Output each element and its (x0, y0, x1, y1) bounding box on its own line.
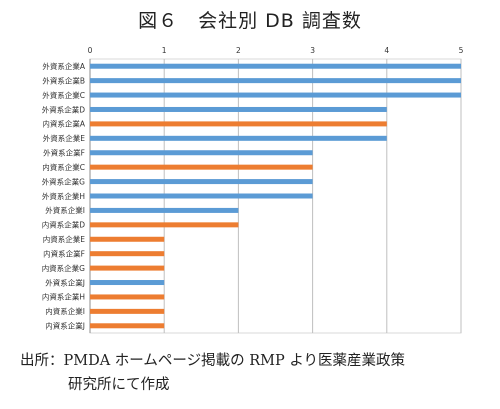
category-label-4: 外資系企業D (42, 104, 85, 114)
category-label-3: 外資系企業C (42, 90, 85, 100)
category-label-13: 内資系企業E (43, 234, 85, 244)
category-label-2: 外資系企業B (42, 75, 85, 85)
source-line-1: 出所：PMDA ホームページ掲載の RMP より医薬産業政策 (20, 353, 406, 369)
bar-18 (90, 308, 165, 314)
category-label-17: 内資系企業H (42, 292, 85, 302)
bar-chart: 0 1 2 3 4 5 外資系企業A 外資系企業B 外資系企業C 外資系企業D 内資系企業A 外資系企… (42, 46, 464, 334)
category-label-1: 外資系企業A (42, 61, 85, 71)
category-label-15: 内資系企業G (42, 263, 85, 273)
category-label-12: 内資系企業D (42, 220, 85, 230)
bar-17 (90, 294, 165, 300)
category-label-11: 外資系企業I (45, 205, 85, 215)
bar-19 (90, 323, 165, 329)
bar-5 (90, 121, 387, 127)
category-label-8: 内資系企業C (42, 162, 85, 172)
x-tick-label-1: 1 (162, 46, 167, 55)
category-label-7: 外資系企業F (43, 148, 85, 158)
category-label-5: 内資系企業A (42, 119, 85, 129)
category-label-10: 外資系企業H (42, 191, 85, 201)
x-tick-label-5: 5 (459, 46, 464, 55)
bar-2 (90, 78, 461, 84)
category-label-19: 内資系企業J (45, 321, 85, 331)
source-line-2: 研究所にて作成 (68, 377, 170, 393)
bar-16 (90, 280, 165, 286)
bar-6 (90, 135, 387, 141)
x-tick-label-2: 2 (236, 46, 241, 55)
bar-13 (90, 236, 165, 242)
source-note: 出所：PMDA ホームページ掲載の RMP より医薬産業政策 研究所にて作成 (20, 349, 490, 397)
bar-9 (90, 179, 313, 185)
bar-4 (90, 106, 387, 112)
category-label-6: 外資系企業E (43, 133, 85, 143)
bar-12 (90, 222, 239, 228)
bar-14 (90, 251, 165, 257)
category-label-18: 内資系企業I (45, 306, 85, 316)
bar-1 (90, 63, 461, 69)
x-tick-label-3: 3 (310, 46, 315, 55)
category-label-14: 内資系企業F (43, 248, 85, 258)
bar-10 (90, 193, 313, 199)
bar-3 (90, 92, 461, 98)
x-tick-label-0: 0 (88, 46, 93, 55)
category-label-9: 外資系企業G (42, 176, 85, 186)
bar-11 (90, 207, 239, 213)
category-label-16: 外資系企業J (45, 277, 85, 287)
bar-7 (90, 150, 313, 156)
bar-15 (90, 265, 165, 271)
x-tick-label-4: 4 (384, 46, 389, 55)
bar-8 (90, 164, 313, 170)
chart-title: 図６ 会社別 DB 調査数 (138, 10, 362, 32)
